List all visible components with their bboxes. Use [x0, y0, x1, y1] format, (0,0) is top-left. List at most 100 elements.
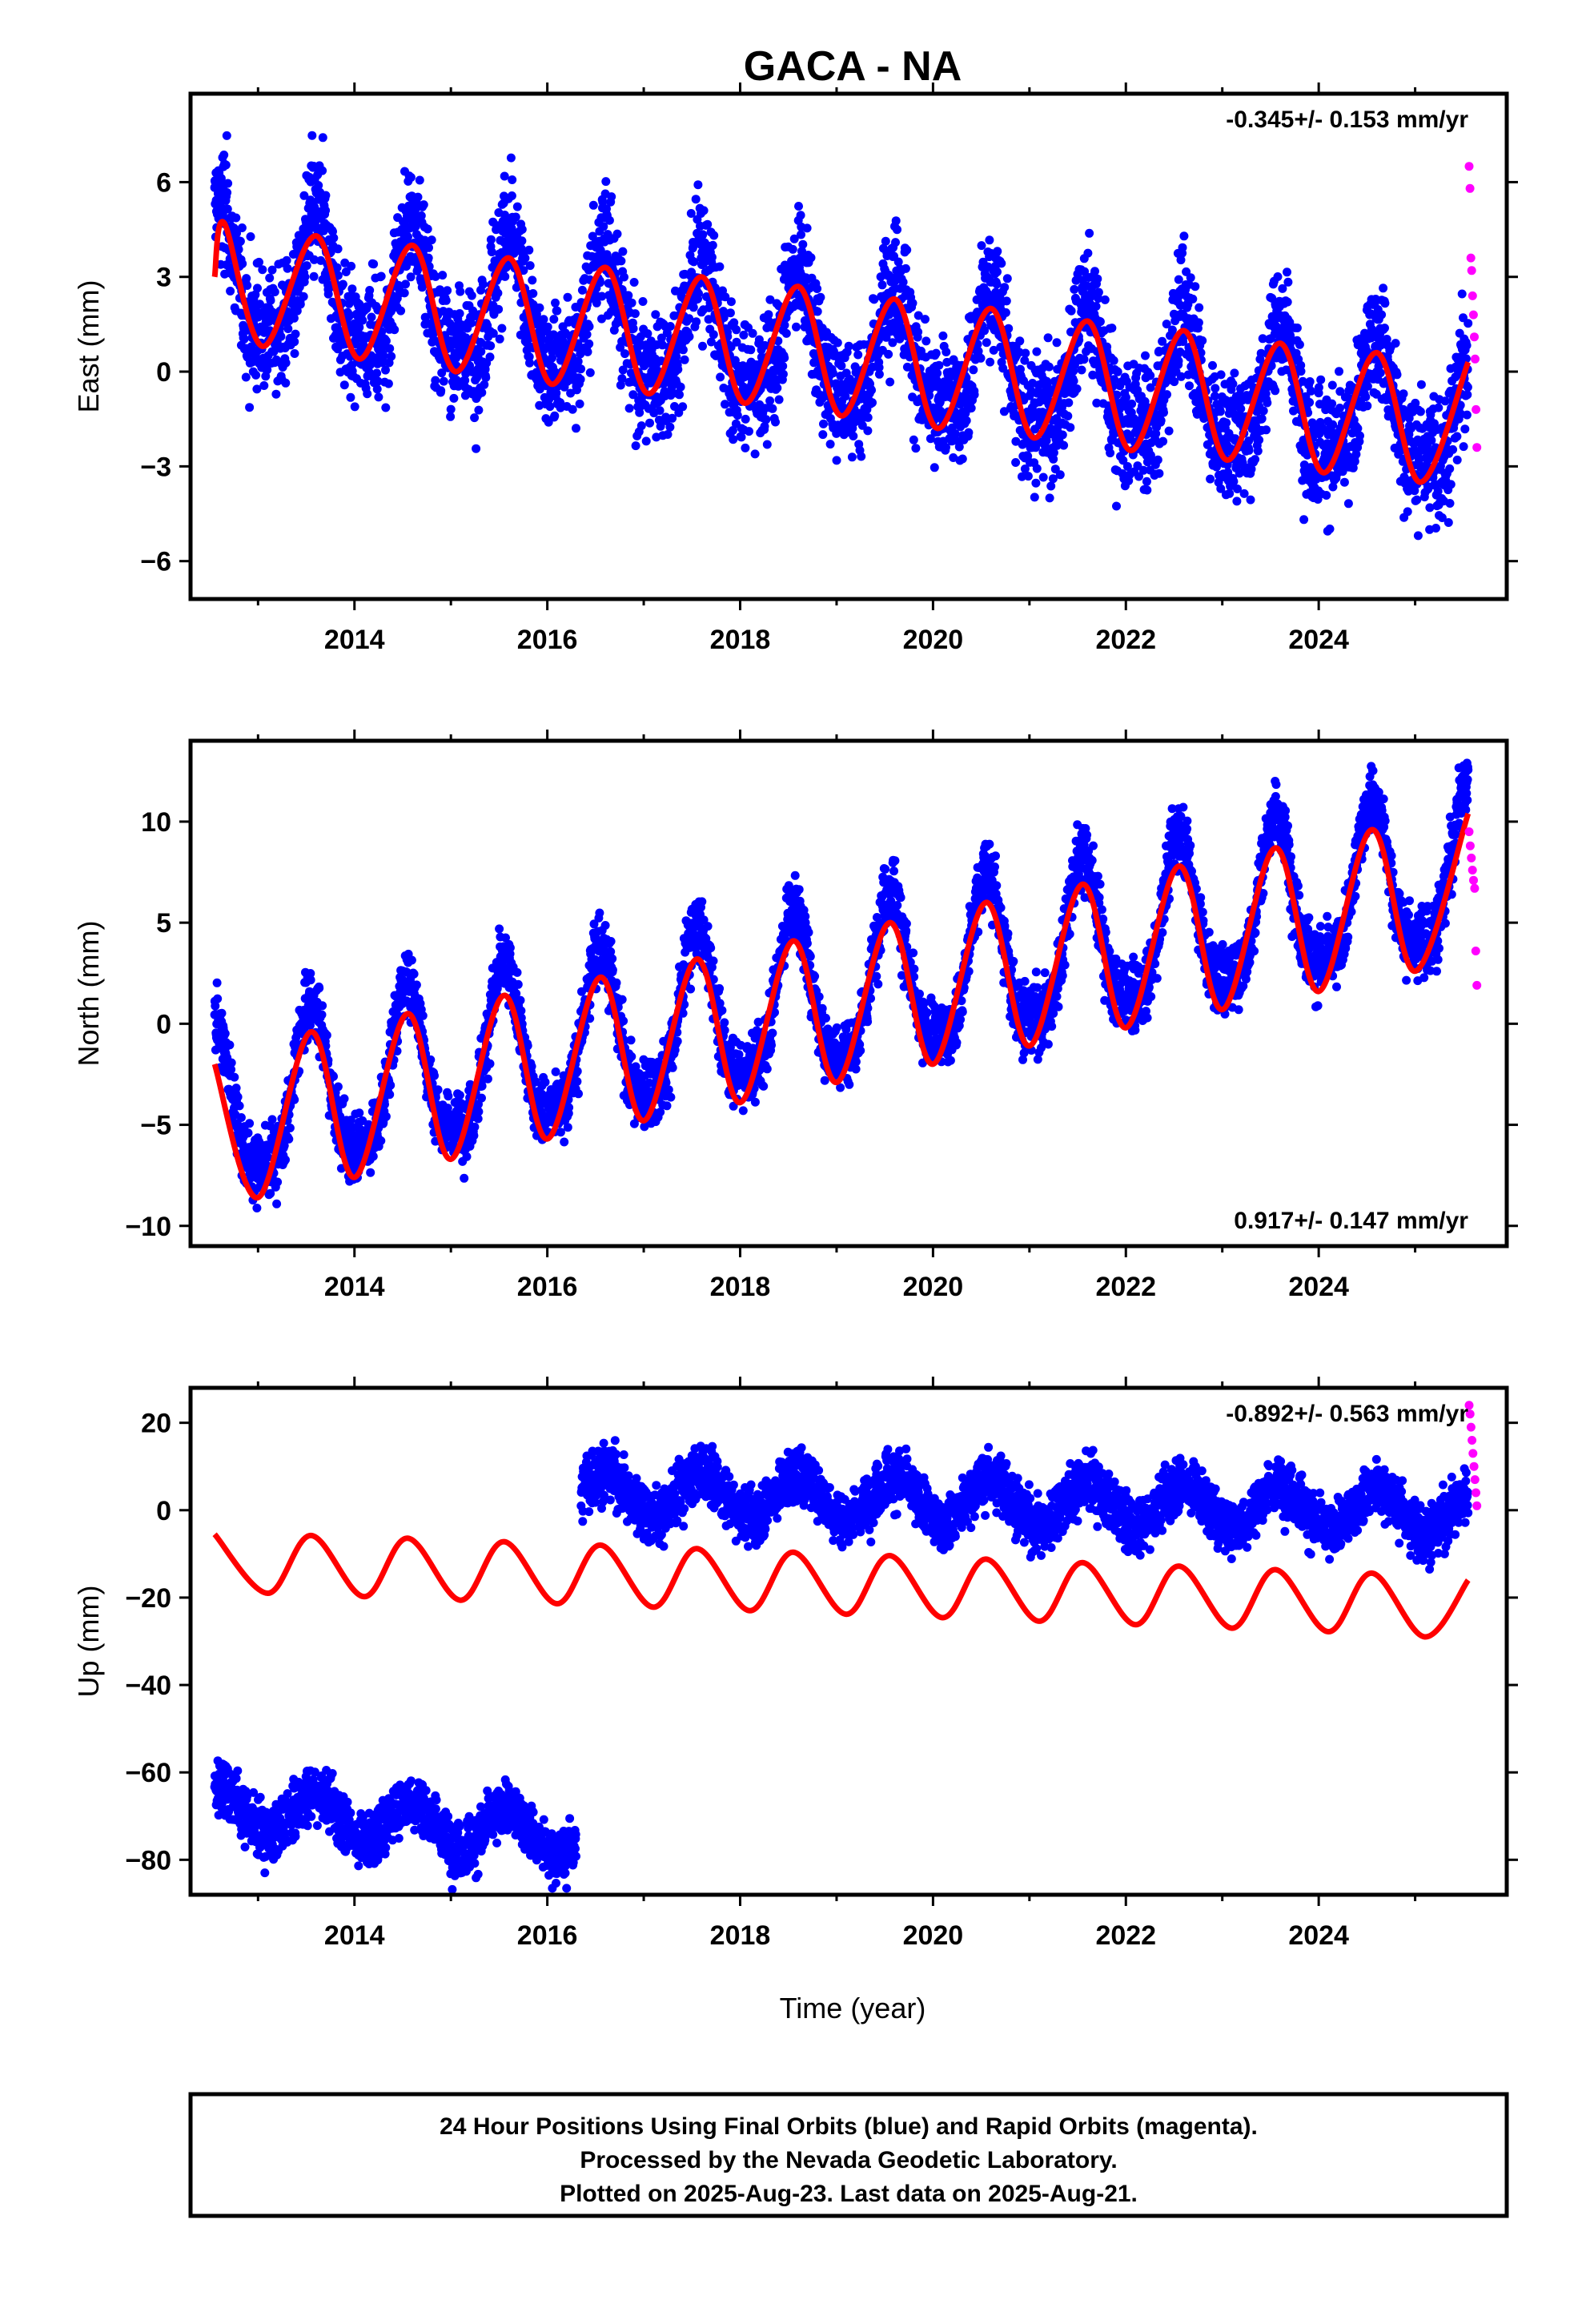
- final-point: [1174, 356, 1183, 366]
- final-point: [322, 1031, 331, 1040]
- final-point: [901, 263, 910, 273]
- final-point: [816, 292, 825, 302]
- final-point: [837, 361, 846, 371]
- final-point: [424, 253, 433, 263]
- final-point: [893, 225, 901, 235]
- final-point: [281, 1155, 290, 1164]
- final-point: [969, 365, 978, 375]
- final-point: [1195, 303, 1204, 312]
- final-point: [537, 335, 547, 344]
- final-point: [329, 233, 339, 243]
- final-point: [500, 271, 510, 281]
- final-point: [385, 344, 395, 353]
- final-point: [243, 281, 252, 290]
- final-point: [507, 191, 516, 200]
- final-point: [1055, 470, 1065, 480]
- final-point: [355, 323, 364, 332]
- final-point: [771, 417, 780, 427]
- final-point: [628, 324, 638, 333]
- final-point: [476, 347, 486, 356]
- final-point: [588, 200, 598, 210]
- final-point: [316, 255, 326, 265]
- final-point: [630, 309, 640, 319]
- final-point: [236, 1113, 246, 1122]
- final-point: [1283, 267, 1291, 277]
- final-point: [283, 324, 293, 333]
- final-point: [655, 406, 665, 416]
- final-point: [902, 245, 912, 255]
- final-point: [638, 297, 648, 306]
- final-point: [1001, 308, 1010, 317]
- final-point: [259, 381, 269, 390]
- final-point: [1327, 380, 1337, 390]
- x-tick-label: 2016: [517, 625, 578, 655]
- final-point: [1443, 518, 1453, 527]
- final-point: [1208, 360, 1217, 370]
- final-point: [877, 280, 887, 290]
- final-point: [977, 241, 986, 251]
- final-point: [778, 361, 788, 371]
- final-point: [1031, 478, 1041, 488]
- final-point: [1070, 284, 1079, 294]
- final-point: [1305, 398, 1315, 407]
- final-point: [685, 332, 694, 341]
- final-point: [1045, 493, 1054, 503]
- final-point: [629, 278, 639, 287]
- final-point: [406, 272, 416, 282]
- final-point: [255, 257, 263, 267]
- final-point: [1236, 404, 1246, 413]
- final-point: [1059, 440, 1069, 450]
- final-point: [1251, 455, 1260, 464]
- final-point: [338, 279, 347, 289]
- final-point: [686, 209, 696, 218]
- rapid-point: [1464, 162, 1474, 171]
- final-point: [1072, 384, 1082, 393]
- final-point: [439, 376, 448, 386]
- final-point: [825, 440, 835, 449]
- final-point: [760, 340, 769, 350]
- final-point: [351, 340, 361, 349]
- final-point: [1448, 444, 1458, 454]
- final-point: [780, 353, 789, 363]
- final-point: [1262, 425, 1271, 435]
- final-point: [241, 372, 251, 382]
- final-point: [1174, 275, 1183, 284]
- final-point: [1064, 398, 1074, 408]
- final-point: [573, 356, 583, 366]
- final-point: [423, 224, 432, 234]
- final-point: [598, 197, 608, 207]
- final-point: [1023, 472, 1033, 481]
- final-point: [627, 298, 636, 308]
- final-point: [1191, 282, 1200, 292]
- final-point: [379, 352, 388, 361]
- final-point: [436, 386, 446, 396]
- rapid-point: [1472, 404, 1481, 414]
- final-point: [449, 393, 459, 403]
- final-point: [636, 332, 645, 341]
- final-point: [246, 232, 255, 241]
- final-point: [255, 300, 264, 309]
- final-point: [317, 1010, 327, 1019]
- final-point: [576, 364, 585, 374]
- final-point: [792, 322, 801, 332]
- final-point: [387, 352, 396, 361]
- final-point: [314, 181, 323, 190]
- final-point: [692, 317, 701, 327]
- final-point: [223, 204, 232, 214]
- final-point: [665, 422, 675, 432]
- final-point: [438, 271, 448, 280]
- final-point: [1246, 495, 1255, 505]
- final-point: [754, 335, 764, 344]
- final-point: [497, 324, 507, 333]
- final-point: [269, 347, 279, 356]
- final-point: [1112, 501, 1121, 511]
- final-point: [857, 452, 866, 461]
- final-point: [1379, 283, 1388, 293]
- final-point: [321, 191, 331, 200]
- final-point: [760, 421, 769, 431]
- final-point: [266, 296, 275, 305]
- final-point: [242, 274, 251, 283]
- final-point: [238, 259, 247, 268]
- final-point: [716, 372, 725, 382]
- final-point: [931, 348, 941, 358]
